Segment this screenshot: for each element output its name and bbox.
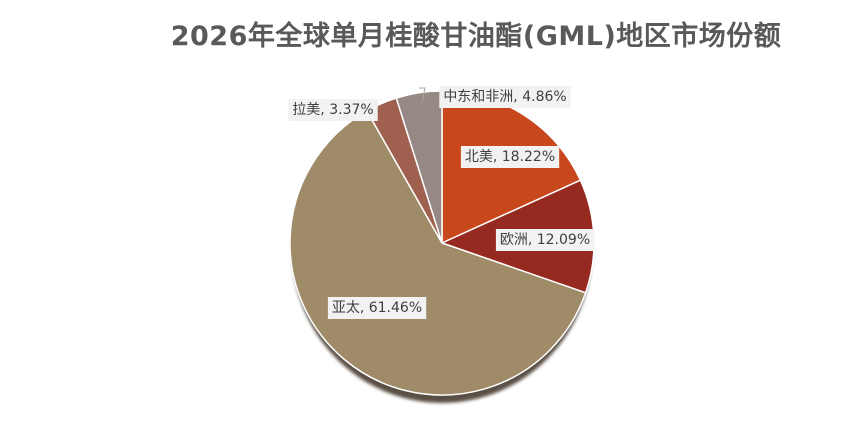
data-label-1: 北美, 18.22% [460,146,560,168]
data-label-2: 欧洲, 12.09% [495,229,595,251]
data-labels: 北美, 18.22% 欧洲, 12.09% 亚太, 61.46% 拉美, 3.37% 中… [288,86,595,319]
leader-line [419,87,426,104]
chart-title: 2026年全球单月桂酸甘油酯(GML)地区市场份额 [170,21,782,52]
label-leader-lines [419,87,426,104]
data-label-3: 亚太, 61.46% [327,297,427,319]
data-label-text: 中东和非洲, 4.86% [443,89,566,105]
data-label-text: 北美, 18.22% [465,149,555,165]
data-label-text: 拉美, 3.37% [292,102,373,118]
data-label-box [495,229,595,251]
pie-slice-3 [289,109,587,396]
data-label-box [327,297,427,319]
data-label-box [460,146,560,168]
data-label-box [288,99,378,121]
pie-slices [289,90,595,396]
data-label-text: 亚太, 61.46% [332,300,422,316]
data-label-text: 欧洲, 12.09% [500,232,590,248]
data-label-box [439,86,571,108]
data-label-4: 拉美, 3.37% [288,99,378,121]
data-label-5: 中东和非洲, 4.86% [439,86,571,108]
